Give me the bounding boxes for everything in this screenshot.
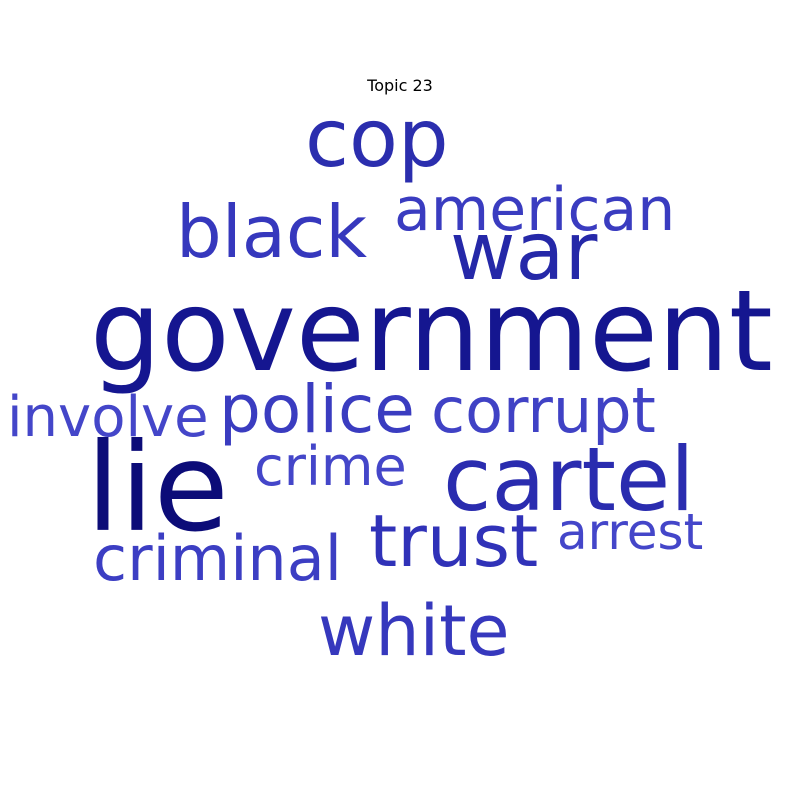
word-cop: cop bbox=[305, 92, 449, 185]
word-cartel: cartel bbox=[443, 428, 695, 531]
word-american: american bbox=[394, 175, 676, 245]
word-arrest: arrest bbox=[557, 503, 704, 561]
word-trust: trust bbox=[369, 499, 539, 583]
word-crime: crime bbox=[254, 435, 407, 498]
word-criminal: criminal bbox=[93, 522, 342, 595]
topic-title: Topic 23 bbox=[367, 76, 433, 95]
word-white: white bbox=[318, 590, 510, 672]
word-lie: lie bbox=[86, 417, 229, 559]
word-government: government bbox=[90, 267, 773, 397]
word-war: war bbox=[450, 205, 598, 298]
word-police: police bbox=[219, 371, 415, 448]
word-involve: involve bbox=[7, 385, 209, 450]
word-black: black bbox=[176, 190, 368, 274]
word-corrupt: corrupt bbox=[431, 374, 656, 447]
